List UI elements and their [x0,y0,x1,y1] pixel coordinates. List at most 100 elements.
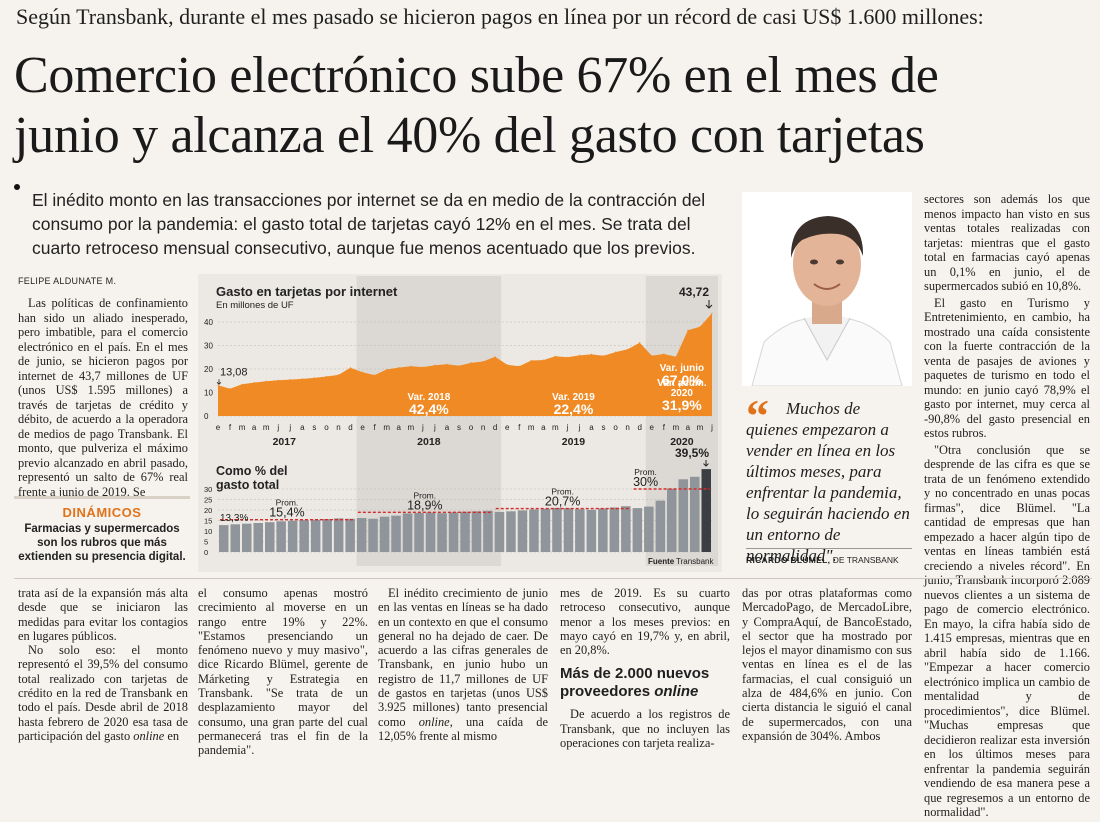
b3-p1-end: , una caída de 12,05% frente al mismo [378,714,548,743]
area-point [458,365,460,367]
col6-p3: "Otra conclusión que se desprende de las… [924,442,1090,820]
annotation-value: 42,4% [409,401,449,417]
bar [219,525,229,552]
box-text: Farmacias y supermercados son los rubros… [18,523,186,563]
bar [540,508,551,552]
bar-y-tick: 0 [204,548,208,557]
month-label: j [578,423,581,432]
area-point [362,371,364,373]
month-label: o [324,423,329,432]
col6-p1: sectores son además los que menos impact… [924,192,1090,293]
lead-paragraph: El inédito monto en las transacciones po… [32,190,706,258]
b3-p1: El inédito crecimiento de junio en las v… [378,586,548,743]
month-label: j [566,423,569,432]
average-label: Prom. [551,487,574,497]
area-point [542,359,544,361]
b1-p2-italic: online [133,728,165,743]
month-label: e [650,423,655,432]
month-label: e [216,423,221,432]
bullet-marker [14,184,20,190]
bar [471,511,482,552]
area-point [277,379,279,381]
average-label: Prom. [634,467,657,477]
area-point [566,356,568,358]
b1-p2-end: en [167,728,180,743]
month-label: m [697,423,704,432]
area-point [639,342,641,344]
bar [483,510,493,552]
bar [690,476,700,552]
area-point [494,356,496,358]
bar [242,523,252,552]
month-label: s [457,423,461,432]
year-label: 2020 [670,436,694,448]
area-y-tick: 0 [204,412,209,421]
year-label: 2019 [562,436,586,448]
area-point [530,359,532,362]
bottom-column-2: el consumo apenas mostró crecimiento al … [198,586,368,758]
box-title: DINÁMICOS [62,505,142,520]
bar [460,511,470,552]
b5-p1: das por otras plataformas como MercadoPa… [742,586,912,743]
area-point [603,355,605,357]
arrow-down-icon [703,460,709,467]
column-6: sectores son además los que menos impact… [924,192,1090,822]
bar [333,518,344,552]
b1-p2-text: No solo eso: el monto representó el 39,5… [18,643,188,743]
area-point [325,375,327,378]
month-label: o [469,423,474,432]
area-point [615,351,617,353]
month-label: f [229,423,232,432]
area-point [470,362,472,364]
month-label: m [263,423,270,432]
bar [598,508,608,552]
bar [265,522,275,552]
bar [644,506,654,552]
bar [632,508,643,552]
area-point [289,379,291,381]
month-label: j [276,423,279,432]
month-label: o [613,423,618,432]
bar [609,507,620,552]
bar [506,511,516,552]
area-point [590,353,593,355]
bar [322,519,332,552]
bar-y-tick: 25 [204,496,212,505]
bar [575,509,585,552]
month-label: j [433,423,436,432]
section-divider [14,578,1092,579]
area-point [627,348,629,350]
bar [701,469,711,552]
month-label: s [602,423,606,432]
area-chart-subtitle: En millones de UF [216,300,294,311]
portrait-illustration [742,192,912,386]
month-label: m [528,423,535,432]
source-label: Fuente [648,557,675,566]
area-point [398,367,400,369]
area-point [675,356,677,358]
bar [494,511,505,552]
bottom-column-1: trata así de la expansión más alta desde… [18,586,188,743]
area-last-label: 43,72 [679,285,709,299]
month-label: a [589,423,594,432]
quote-attribution: RICARDO BLÜMEL, DE TRANSBANK [746,555,899,565]
byline: FELIPE ALDUNATE M. [18,276,117,286]
bar [437,513,447,552]
bar [276,521,286,552]
area-point [241,383,243,385]
source-name: Transbank [676,557,715,566]
area-point [253,382,255,384]
bar [391,515,401,552]
bar [310,519,321,552]
average-value: 18,9% [407,498,442,512]
month-label: a [445,423,450,432]
area-y-tick: 40 [204,318,213,327]
annotation-label: Var. 2019 [552,392,595,403]
month-label: e [505,423,510,432]
area-y-tick: 10 [204,389,213,398]
annotation-label: Var. acum. [657,378,707,389]
month-label: s [312,423,316,432]
bar [529,509,539,552]
bar [253,523,263,552]
